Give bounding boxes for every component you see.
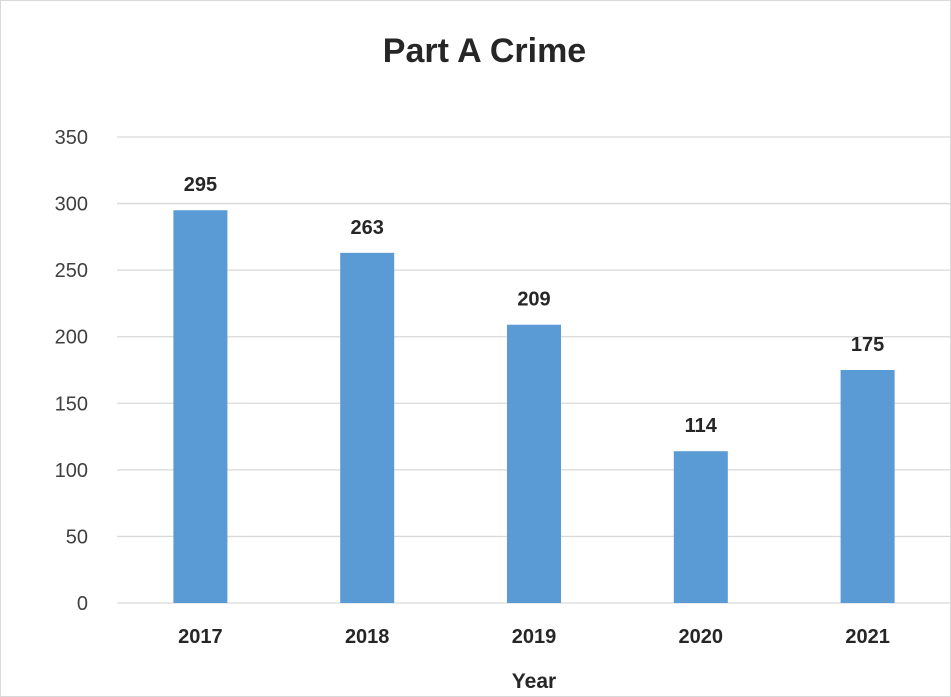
y-tick-label: 350 [55, 127, 88, 149]
x-category-label-2019: 2019 [512, 626, 557, 648]
x-category-label-2018: 2018 [345, 626, 390, 648]
y-tick-label: 300 [55, 194, 88, 216]
x-category-label-2021: 2021 [845, 626, 890, 648]
data-label-2018: 263 [351, 217, 384, 239]
data-label-2019: 209 [517, 289, 550, 311]
bar-2018 [340, 252, 395, 603]
bars [173, 210, 895, 603]
data-labels: 295 263 209 114 175 [184, 174, 885, 437]
data-label-2017: 295 [184, 174, 217, 196]
y-axis-ticks: 0 50 100 150 200 250 300 350 [55, 127, 88, 615]
x-axis-title: Year [512, 670, 556, 693]
y-tick-label: 50 [66, 526, 88, 548]
bar-2019 [507, 324, 561, 603]
y-tick-label: 150 [55, 393, 88, 415]
y-tick-label: 250 [55, 260, 88, 282]
x-axis-categories: 2017 2018 2019 2020 2021 [178, 626, 890, 648]
y-tick-label: 200 [55, 327, 88, 349]
y-tick-label: 100 [55, 460, 88, 482]
data-label-2021: 175 [851, 334, 884, 356]
data-label-2020: 114 [685, 415, 718, 437]
bar-2017 [173, 210, 228, 603]
chart-title: Part A Crime [382, 32, 587, 70]
x-category-label-2020: 2020 [679, 626, 724, 648]
y-tick-label: 0 [77, 593, 88, 615]
bar-2020 [673, 451, 728, 603]
x-category-label-2017: 2017 [178, 626, 223, 648]
bar-2021 [840, 370, 895, 603]
